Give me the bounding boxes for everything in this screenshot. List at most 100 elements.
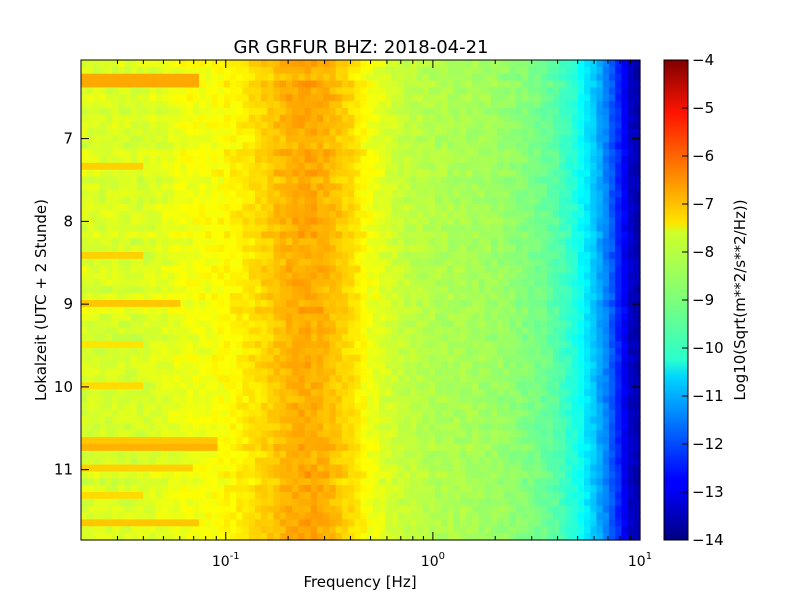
heatmap-cell bbox=[81, 389, 88, 397]
heatmap-cell bbox=[273, 121, 281, 130]
heatmap-cell bbox=[546, 176, 554, 185]
heatmap-cell bbox=[447, 204, 455, 212]
heatmap-cell bbox=[509, 73, 517, 82]
heatmap-cell bbox=[453, 286, 461, 294]
heatmap-cell bbox=[329, 348, 337, 356]
heatmap-cell bbox=[497, 348, 504, 356]
heatmap-cell bbox=[509, 300, 517, 308]
heatmap-cell bbox=[310, 204, 318, 212]
heatmap-cell bbox=[565, 162, 573, 171]
heatmap-cell bbox=[167, 238, 175, 246]
heatmap-cell bbox=[459, 265, 467, 274]
heatmap-cell bbox=[447, 183, 455, 191]
heatmap-cell bbox=[602, 231, 610, 239]
heatmap-cell bbox=[633, 252, 641, 260]
heatmap-cell bbox=[503, 430, 511, 438]
heatmap-cell bbox=[87, 375, 95, 383]
heatmap-cell bbox=[273, 204, 281, 212]
heatmap-cell bbox=[354, 94, 362, 102]
heatmap-cell bbox=[360, 156, 368, 164]
heatmap-cell bbox=[391, 258, 399, 267]
heatmap-cell bbox=[521, 217, 529, 226]
heatmap-cell bbox=[515, 231, 523, 239]
heatmap-cell bbox=[453, 114, 461, 123]
heatmap-cell bbox=[360, 354, 368, 363]
heatmap-cell bbox=[447, 361, 455, 370]
heatmap-cell bbox=[528, 382, 536, 390]
heatmap-cell bbox=[472, 327, 480, 335]
heatmap-cell bbox=[242, 327, 250, 335]
heatmap-cell bbox=[236, 197, 244, 205]
heatmap-cell bbox=[490, 334, 498, 342]
heatmap-cell bbox=[391, 101, 399, 109]
heatmap-cell bbox=[521, 320, 529, 329]
heatmap-cell bbox=[553, 80, 560, 89]
heatmap-cell bbox=[428, 210, 436, 219]
heatmap-cell bbox=[546, 94, 554, 102]
heatmap-cell bbox=[559, 361, 567, 370]
heatmap-cell bbox=[217, 197, 225, 205]
heatmap-cell bbox=[627, 101, 635, 109]
heatmap-cell bbox=[422, 402, 430, 411]
heatmap-cell bbox=[254, 361, 262, 370]
heatmap-cell bbox=[596, 162, 604, 171]
heatmap-cell bbox=[130, 272, 138, 281]
heatmap-cell bbox=[441, 327, 449, 335]
heatmap-cell bbox=[161, 306, 169, 315]
heatmap-cell bbox=[205, 272, 213, 281]
heatmap-cell bbox=[124, 252, 132, 260]
heatmap-cell bbox=[329, 341, 337, 349]
heatmap-cell bbox=[112, 176, 119, 185]
heatmap-cell bbox=[261, 176, 268, 185]
heatmap-cell bbox=[484, 217, 492, 226]
heatmap-cell bbox=[242, 66, 250, 75]
heatmap-cell bbox=[304, 149, 312, 157]
heatmap-cell bbox=[509, 149, 517, 157]
heatmap-cell bbox=[403, 217, 411, 226]
heatmap-cell bbox=[453, 423, 461, 431]
heatmap-cell bbox=[534, 313, 542, 322]
heatmap-cell bbox=[217, 245, 225, 253]
heatmap-cell bbox=[565, 396, 573, 404]
heatmap-cell bbox=[236, 306, 244, 315]
heatmap-cell bbox=[335, 354, 343, 363]
heatmap-cell bbox=[298, 135, 306, 143]
heatmap-cell bbox=[435, 183, 442, 191]
heatmap-cell bbox=[422, 430, 430, 438]
heatmap-cell bbox=[348, 293, 355, 301]
heatmap-cell bbox=[124, 313, 132, 322]
heatmap-cell bbox=[521, 197, 529, 205]
heatmap-cell bbox=[627, 265, 635, 274]
heatmap-cell bbox=[466, 197, 473, 205]
heatmap-cell bbox=[335, 306, 343, 315]
heatmap-cell bbox=[323, 135, 331, 143]
heatmap-cell bbox=[230, 197, 237, 205]
heatmap-cell bbox=[248, 128, 256, 137]
heatmap-cell bbox=[503, 101, 511, 109]
heatmap-cell bbox=[546, 101, 554, 109]
heatmap-cell bbox=[391, 80, 399, 89]
heatmap-cell bbox=[360, 341, 368, 349]
heatmap-cell bbox=[528, 149, 536, 157]
heatmap-cell bbox=[136, 224, 144, 233]
heatmap-cell bbox=[584, 224, 591, 233]
heatmap-cell bbox=[633, 306, 641, 315]
heatmap-cell bbox=[410, 368, 417, 377]
heatmap-cell bbox=[422, 382, 430, 390]
heatmap-cell bbox=[199, 121, 206, 130]
heatmap-cell bbox=[155, 183, 163, 191]
heatmap-cell bbox=[577, 224, 585, 233]
heatmap-cell bbox=[553, 135, 560, 143]
heatmap-cell bbox=[143, 368, 150, 377]
heatmap-cell bbox=[155, 313, 163, 322]
heatmap-cell bbox=[435, 169, 442, 178]
heatmap-cell bbox=[441, 423, 449, 431]
heatmap-cell bbox=[118, 210, 126, 219]
heatmap-cell bbox=[186, 306, 194, 315]
heatmap-cell bbox=[304, 197, 312, 205]
heatmap-cell bbox=[87, 190, 95, 198]
heatmap-cell bbox=[459, 341, 467, 349]
heatmap-cell bbox=[354, 320, 362, 329]
heatmap-cell bbox=[403, 430, 411, 438]
heatmap-cell bbox=[546, 217, 554, 226]
